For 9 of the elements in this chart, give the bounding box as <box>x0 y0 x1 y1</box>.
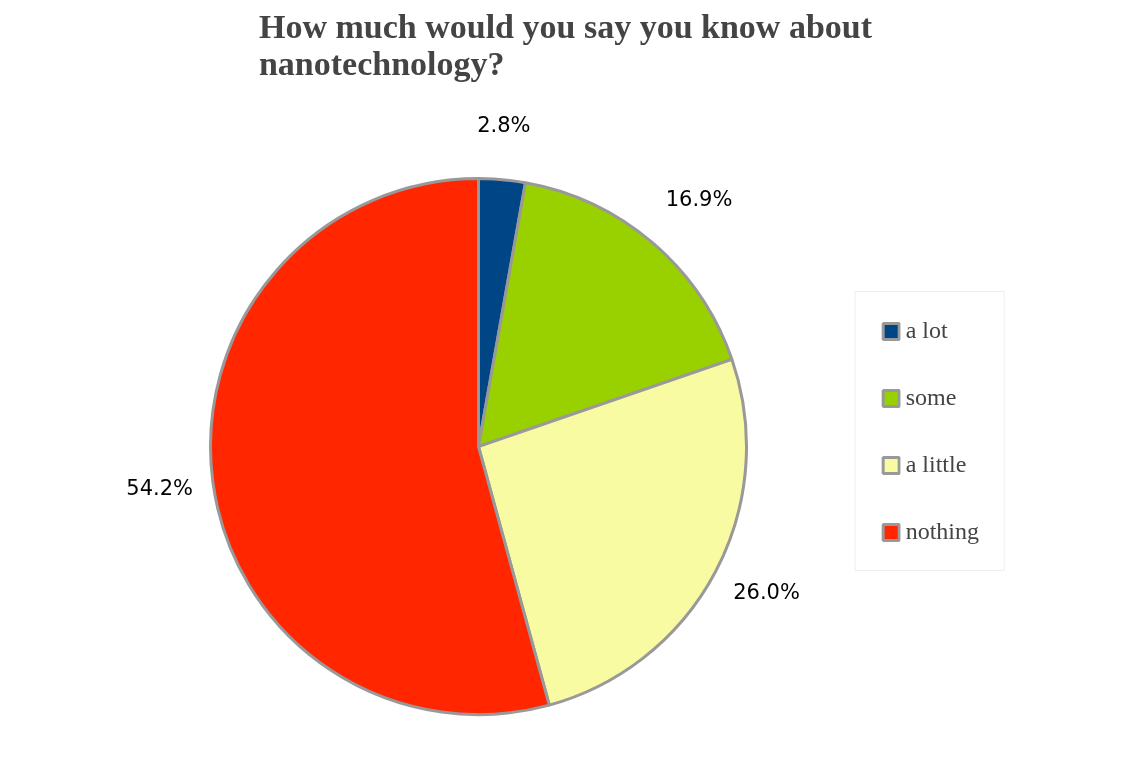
legend-label: some <box>905 384 957 411</box>
data-label: 16.9% <box>665 186 733 211</box>
data-label: 26.0% <box>733 579 800 604</box>
legend-label: a little <box>905 451 967 478</box>
legend-label: a lot <box>905 317 948 344</box>
data-label: 54.2% <box>126 475 194 500</box>
legend-label: nothing <box>905 518 979 545</box>
chart-title: How much would you say you know about nanotechnology? <box>258 7 873 82</box>
data-label: 2.8% <box>477 113 531 138</box>
